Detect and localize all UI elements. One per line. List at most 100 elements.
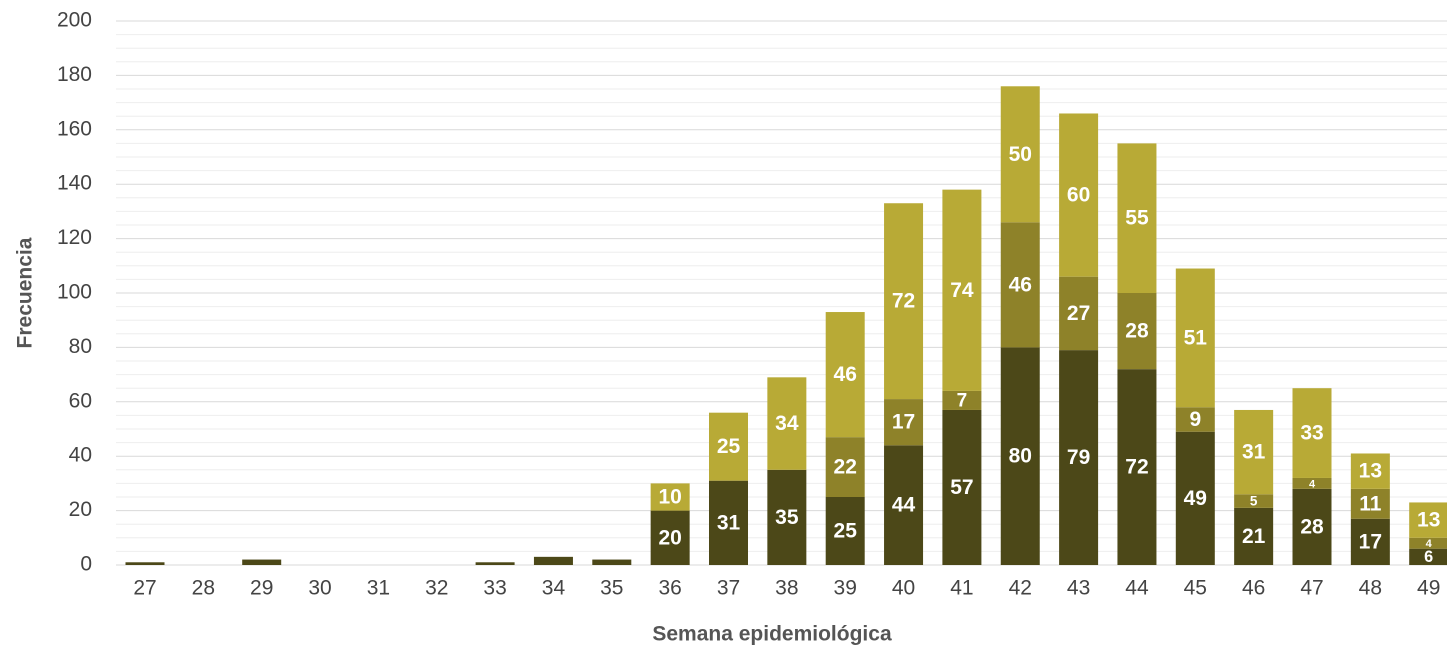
bar-segment xyxy=(884,203,924,400)
bar-segment xyxy=(1175,431,1215,565)
data-label: 60 xyxy=(1067,184,1090,207)
bar-segment xyxy=(1350,518,1390,565)
bar-segment xyxy=(825,437,865,497)
x-tick-label: 37 xyxy=(717,577,740,600)
bar-segment xyxy=(1350,488,1390,519)
data-label: 28 xyxy=(1125,320,1149,343)
x-tick-label: 33 xyxy=(483,577,506,600)
bar-segment xyxy=(767,377,807,470)
data-label: 11 xyxy=(1359,492,1382,515)
y-tick-label: 160 xyxy=(57,117,92,140)
data-label: 21 xyxy=(1242,525,1266,548)
data-label: 13 xyxy=(1359,460,1382,483)
x-tick-label: 47 xyxy=(1300,577,1323,600)
data-label: 79 xyxy=(1067,446,1090,469)
bar-segment xyxy=(1292,388,1332,478)
bar-segment xyxy=(1234,507,1274,565)
x-tick-label: 34 xyxy=(542,577,566,600)
bar-segment xyxy=(1059,113,1099,277)
bar-segment xyxy=(884,445,924,565)
y-tick-label: 80 xyxy=(69,335,92,358)
y-tick-label: 20 xyxy=(69,498,92,521)
data-label: 17 xyxy=(1359,530,1382,553)
x-tick-label: 44 xyxy=(1125,577,1149,600)
x-tick-label: 30 xyxy=(308,577,331,600)
data-label: 57 xyxy=(950,476,973,499)
data-label: 55 xyxy=(1125,207,1149,230)
bar-segment xyxy=(942,409,982,565)
y-tick-label: 200 xyxy=(57,9,92,32)
bar-segment xyxy=(767,469,807,565)
bar-segment xyxy=(884,399,924,446)
data-label: 80 xyxy=(1009,445,1032,468)
bar-segment xyxy=(1409,548,1447,565)
bar-segment xyxy=(1350,453,1390,489)
bar-segment xyxy=(1175,268,1215,408)
bar-segment xyxy=(242,559,282,565)
x-tick-label: 28 xyxy=(192,577,215,600)
data-label: 31 xyxy=(1242,441,1266,464)
data-label: 6 xyxy=(1424,548,1433,566)
data-label: 27 xyxy=(1067,302,1090,325)
bar-segment xyxy=(942,189,982,391)
y-tick-label: 180 xyxy=(57,63,92,86)
data-label: 17 xyxy=(892,411,915,434)
y-tick-label: 100 xyxy=(57,281,92,304)
data-label: 25 xyxy=(717,435,741,458)
bar-segment xyxy=(825,312,865,438)
bar-segment xyxy=(1059,276,1099,351)
data-label: 74 xyxy=(950,279,974,302)
bar-segment xyxy=(1117,369,1157,565)
x-tick-label: 32 xyxy=(425,577,448,600)
data-label: 44 xyxy=(892,494,916,517)
bar-segment xyxy=(709,480,748,565)
data-label: 13 xyxy=(1417,509,1440,532)
bar-segment xyxy=(592,559,632,565)
bar-segment xyxy=(825,497,865,565)
data-label: 72 xyxy=(892,290,915,313)
data-label: 7 xyxy=(957,390,968,411)
data-label: 10 xyxy=(658,486,681,509)
bar-segment xyxy=(1059,350,1099,565)
data-label: 46 xyxy=(834,363,857,386)
x-tick-label: 45 xyxy=(1184,577,1207,600)
x-tick-label: 39 xyxy=(834,577,857,600)
bar-segment xyxy=(650,510,690,565)
y-axis-label: Frecuencia xyxy=(14,237,37,348)
data-label: 4 xyxy=(1426,538,1433,550)
x-tick-label: 49 xyxy=(1417,577,1440,600)
data-label: 4 xyxy=(1309,478,1316,490)
bar-segment xyxy=(650,483,690,511)
bar-segment xyxy=(1117,293,1157,370)
y-tick-label: 0 xyxy=(80,553,92,576)
x-tick-label: 42 xyxy=(1009,577,1032,600)
data-label: 28 xyxy=(1300,515,1324,538)
bar-segment xyxy=(1175,407,1215,432)
bar-segment xyxy=(533,556,573,565)
bar-segment xyxy=(475,562,515,565)
x-tick-label: 31 xyxy=(367,577,390,600)
data-label: 46 xyxy=(1009,273,1032,296)
x-tick-label: 43 xyxy=(1067,577,1090,600)
data-label: 5 xyxy=(1250,494,1258,509)
data-label: 20 xyxy=(658,526,681,549)
x-axis-label: Semana epidemiológica xyxy=(652,623,892,646)
x-tick-label: 48 xyxy=(1359,577,1382,600)
data-label: 50 xyxy=(1009,143,1032,166)
data-label: 22 xyxy=(834,456,857,479)
y-tick-label: 60 xyxy=(69,389,92,412)
bar-segment xyxy=(1234,494,1274,508)
x-tick-label: 40 xyxy=(892,577,915,600)
bar-segment xyxy=(1409,502,1447,538)
bar-segment xyxy=(1234,409,1274,495)
bar-segment xyxy=(1117,143,1157,293)
data-label: 35 xyxy=(775,506,799,529)
data-label: 33 xyxy=(1300,422,1323,445)
x-tick-label: 38 xyxy=(775,577,798,600)
y-tick-label: 40 xyxy=(69,444,92,467)
x-tick-label: 41 xyxy=(950,577,973,600)
bar-segment xyxy=(709,412,748,481)
bar-segment xyxy=(1000,222,1040,348)
bar-segment xyxy=(1000,86,1040,223)
